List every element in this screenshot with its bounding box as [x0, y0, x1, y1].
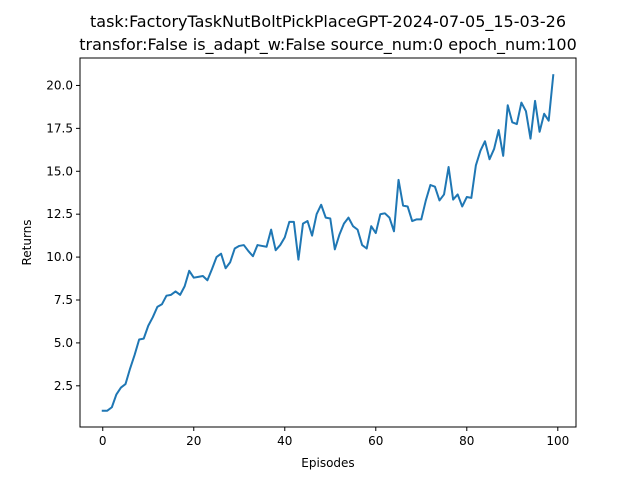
y-axis-label: Returns [20, 219, 34, 265]
plot-area [101, 74, 555, 412]
x-tick-label: 60 [368, 434, 383, 448]
x-tick-label: 80 [459, 434, 474, 448]
chart-subtitle: transfor:False is_adapt_w:False source_n… [79, 35, 577, 55]
x-axis-label: Episodes [301, 456, 354, 470]
y-tick-label: 15.0 [46, 164, 73, 178]
x-tick-label: 40 [277, 434, 292, 448]
x-tick-label: 20 [186, 434, 201, 448]
x-axis: 0 20 40 60 80 100 [99, 427, 569, 448]
y-axis: 2.5 5.0 7.5 10.0 12.5 15.0 17.5 20.0 [46, 78, 80, 393]
plot-frame [79, 57, 577, 428]
chart-title: task:FactoryTaskNutBoltPickPlaceGPT-2024… [90, 12, 566, 32]
y-tick-label: 2.5 [54, 379, 73, 393]
y-tick-label: 17.5 [46, 121, 73, 135]
y-tick-label: 10.0 [46, 250, 73, 264]
y-tick-label: 7.5 [54, 293, 73, 307]
y-tick-label: 12.5 [46, 207, 73, 221]
x-tick-label: 100 [546, 434, 569, 448]
y-tick-label: 20.0 [46, 78, 73, 92]
x-tick-label: 0 [99, 434, 107, 448]
y-tick-label: 5.0 [54, 336, 73, 350]
series-line [101, 74, 555, 412]
